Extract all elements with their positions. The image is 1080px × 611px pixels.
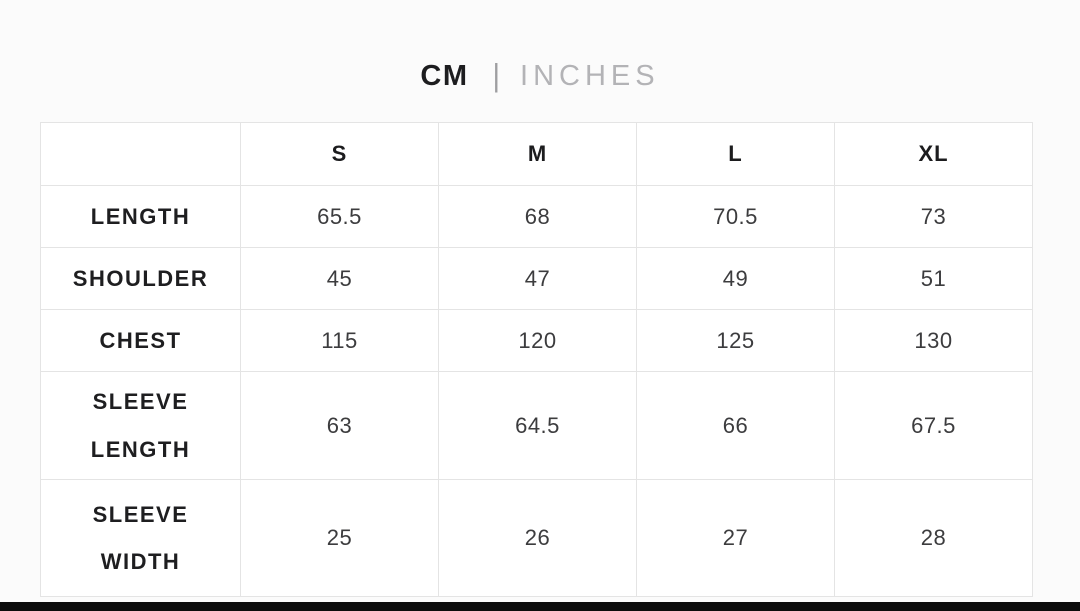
row-label-sleeve-width: SLEEVE WIDTH [40,479,241,597]
table-row-shoulder: SHOULDER 45 47 49 51 [40,247,1033,310]
sleeve-length-xl: 67.5 [834,371,1033,480]
table-row-sleeve-width: SLEEVE WIDTH 25 26 27 28 [40,479,1033,597]
sleeve-length-s: 63 [240,371,439,480]
column-header-xl: XL [834,122,1033,186]
sleeve-width-s: 25 [240,479,439,597]
length-m: 68 [438,185,637,248]
shoulder-xl: 51 [834,247,1033,310]
table-row-sleeve-length: SLEEVE LENGTH 63 64.5 66 67.5 [40,371,1033,480]
chest-s: 115 [240,309,439,372]
sleeve-length-m: 64.5 [438,371,637,480]
row-label-length: LENGTH [40,185,241,248]
size-chart-table: S M L XL LENGTH 65.5 68 70.5 73 SHOULDER… [40,122,1033,597]
table-row-length: LENGTH 65.5 68 70.5 73 [40,185,1033,248]
column-header-s: S [240,122,439,186]
shoulder-m: 47 [438,247,637,310]
column-header-l: L [636,122,835,186]
row-label-shoulder: SHOULDER [40,247,241,310]
column-header-m: M [438,122,637,186]
length-xl: 73 [834,185,1033,248]
sleeve-width-xl: 28 [834,479,1033,597]
shoulder-s: 45 [240,247,439,310]
sleeve-width-m: 26 [438,479,637,597]
row-label-sleeve-length: SLEEVE LENGTH [40,371,241,480]
unit-toggle: CM | INCHES [0,57,1080,95]
chest-l: 125 [636,309,835,372]
sleeve-width-l: 27 [636,479,835,597]
row-label-chest: CHEST [40,309,241,372]
unit-option-cm[interactable]: CM [420,60,469,92]
shoulder-l: 49 [636,247,835,310]
bottom-bar [0,602,1080,611]
sleeve-length-l: 66 [636,371,835,480]
chest-xl: 130 [834,309,1033,372]
corner-empty-cell [40,122,241,186]
chest-m: 120 [438,309,637,372]
length-s: 65.5 [240,185,439,248]
size-header-row: S M L XL [40,122,1033,186]
length-l: 70.5 [636,185,835,248]
unit-toggle-divider: | [492,58,501,94]
table-row-chest: CHEST 115 120 125 130 [40,309,1033,372]
unit-option-inches[interactable]: INCHES [520,60,660,92]
